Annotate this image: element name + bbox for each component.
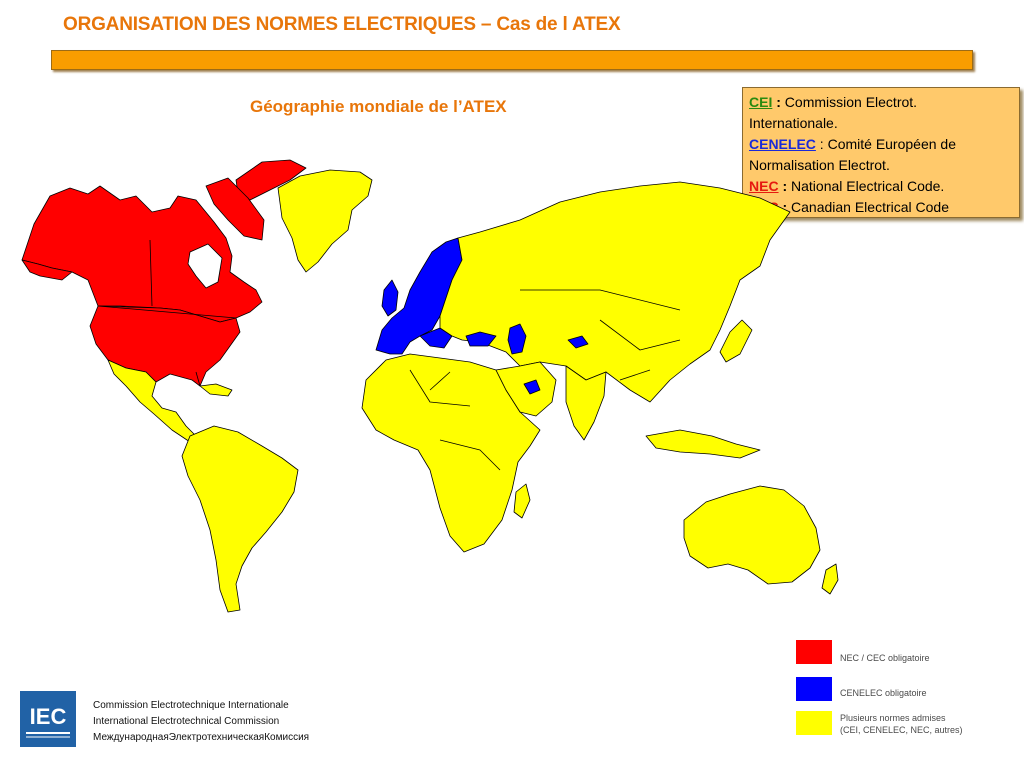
iec-name-ru: МеждународнаяЭлектротехническаяКомиссия [93,732,310,743]
cei-separator: : [772,94,785,110]
key-mixed-label-1: Plusieurs normes admises [840,713,946,723]
nec-separator: : [778,178,792,194]
cec-text: Canadian Electrical Code [791,199,949,215]
nec-abbr: NEC [749,178,779,194]
region-japan [719,319,753,363]
definition-nec: NEC : National Electrical Code. [749,176,1013,197]
region-central-america [107,359,199,443]
world-map [21,159,839,613]
region-india [565,365,607,441]
region-caspian-blue [507,323,527,355]
definition-cei: CEI : Commission Electrot. [749,92,1013,113]
region-alaska [21,259,73,281]
region-central-asia-blue [567,335,589,349]
region-gulf-blue [523,379,541,395]
nec-text: National Electrical Code. [791,178,945,194]
cec-separator: : [778,199,792,215]
region-australia [683,485,821,585]
region-arabia [495,361,557,417]
region-greenland [277,169,373,273]
iec-logo-icon: IEC [26,704,70,738]
cenelec-text: Comité Européen de [827,136,956,152]
map-subtitle: Géographie mondiale de l’ATEX [250,97,507,116]
cei-text: Commission Electrot. [784,94,918,110]
cenelec-abbr: CENELEC [749,136,816,152]
iec-name-fr: Commission Electrotechnique Internationa… [93,700,289,711]
cei-text-cont: Internationale. [749,115,838,131]
definition-cei-cont: Internationale. [749,113,1013,134]
region-new-zealand [821,563,839,595]
region-madagascar [513,483,531,519]
region-africa [361,353,541,553]
definitions-box: CEI : Commission Electrot. International… [742,87,1020,218]
key-mixed-label-2: (CEI, CENELEC, NEC, autres) [840,725,963,735]
borders-asia [520,289,681,381]
iec-footer: Commission Electrotechnique Internationa… [93,698,309,746]
iec-logo: IEC [20,691,76,747]
title-bar [51,50,973,70]
region-caribbean [199,383,233,397]
region-turkey-blue [465,331,497,347]
region-hudson-bay [187,243,223,289]
region-europe-south [419,327,453,349]
swatch-blue [796,677,832,701]
swatch-red [796,640,832,664]
page-title: ORGANISATION DES NORMES ELECTRIQUES – Ca… [63,14,621,35]
borders-africa [409,369,501,471]
definition-cenelec: CENELEC : Comité Européen de [749,134,1013,155]
iec-logo-text: IEC [30,704,67,729]
cenelec-text-cont: Normalisation Electrot. [749,157,890,173]
iec-name-en: International Electrotechnical Commissio… [93,716,280,727]
region-asia [439,181,791,403]
region-europe-uk [381,279,399,317]
cei-abbr: CEI [749,94,773,110]
cenelec-separator: : [815,136,828,152]
key-cenelec-label: CENELEC obligatoire [840,688,927,698]
borders-americas [97,239,237,387]
region-south-america [181,425,299,613]
region-sea-islands [645,429,761,459]
definition-cenelec-cont: Normalisation Electrot. [749,155,1013,176]
key-nec-cec-label: NEC / CEC obligatoire [840,653,930,663]
region-canada-baffin [205,177,265,241]
swatch-yellow [796,711,832,735]
